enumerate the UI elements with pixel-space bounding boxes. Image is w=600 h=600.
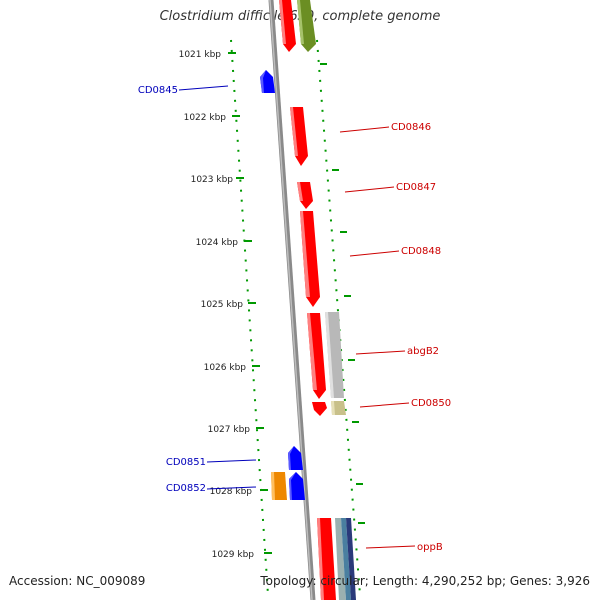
gene-label-cd0845[interactable]: CD0845 [138,85,178,96]
connector-cd0851 [206,459,257,463]
gene-arrow-cd0850-red[interactable] [312,402,327,416]
gene-arrow-oppb-red-shade [317,518,324,600]
gene-arrow-cd0851[interactable] [288,446,303,470]
gene-arrow-red-top-shade [279,0,286,44]
gene-label-cd0848[interactable]: CD0848 [401,246,441,257]
connector-abgb2 [355,350,406,355]
gene-arrow-cd0850-shade [331,401,335,415]
gene-label-oppb[interactable]: oppB [417,542,443,553]
connector-oppb [365,545,416,549]
connector-cd0847 [344,186,395,193]
gene-label-cd0847[interactable]: CD0847 [396,182,436,193]
gene-arrow-abgb2-shade [325,312,334,398]
ruler-label: 1029 kbp [212,550,255,560]
connector-cd0850 [359,402,410,408]
gene-arrow-cd0852[interactable] [289,472,305,500]
gene-features [260,0,356,600]
left-ruler-dotted-line [230,39,269,596]
genome-backbone-highlight [269,0,313,600]
genome-backbone [268,0,316,600]
connector-cd0846 [339,126,390,133]
gene-arrow-cd0848-shade [300,211,310,297]
connector-cd0848 [349,250,400,257]
ruler-label: 1027 kbp [208,425,251,435]
connector-cd0852 [206,486,257,490]
gene-label-cd0851[interactable]: CD0851 [166,457,206,468]
ruler-label: 1026 kbp [204,363,247,373]
gene-arrow-cd0851-shade [288,446,294,470]
connector-cd0845 [178,85,229,91]
label-connectors [178,85,416,549]
ruler-label: 1024 kbp [196,238,239,248]
gene-label-cd0850[interactable]: CD0850 [411,398,451,409]
gene-label-cd0852[interactable]: CD0852 [166,483,206,494]
gene-arrow-orange[interactable] [271,472,287,500]
topology-text: Topology: circular; Length: 4,290,252 bp… [260,574,590,588]
gene-arrow-cd0848[interactable] [300,211,320,307]
gene-arrow-cd0846-shade [290,107,298,156]
ruler-label: 1023 kbp [191,175,234,185]
gene-label-cd0846[interactable]: CD0846 [391,122,431,133]
gene-arrow-cd0847-shade [297,182,303,201]
gene-arrow-cd0852-shade [289,472,296,500]
gene-arrow-abgb2-red-shade [307,313,317,390]
gene-arrow-oppb-navy[interactable] [346,518,356,600]
ruler-label: 1028 kbp [210,487,253,497]
gene-arrow-cd0845-shade [260,70,266,93]
ruler-ticks [228,52,365,554]
ruler-label: 1021 kbp [179,50,222,60]
gene-label-abgb2[interactable]: abgB2 [407,346,439,357]
accession-text: Accession: NC_009089 [9,574,146,588]
gene-arrow-oppb-gray[interactable] [335,518,346,600]
ruler-label: 1022 kbp [184,113,227,123]
gene-arrow-oppb-teal[interactable] [341,518,351,600]
gene-arrow-orange-shade [271,472,275,500]
ruler-label: 1025 kbp [201,300,244,310]
gene-arrow-olive-top-shade [297,0,304,44]
